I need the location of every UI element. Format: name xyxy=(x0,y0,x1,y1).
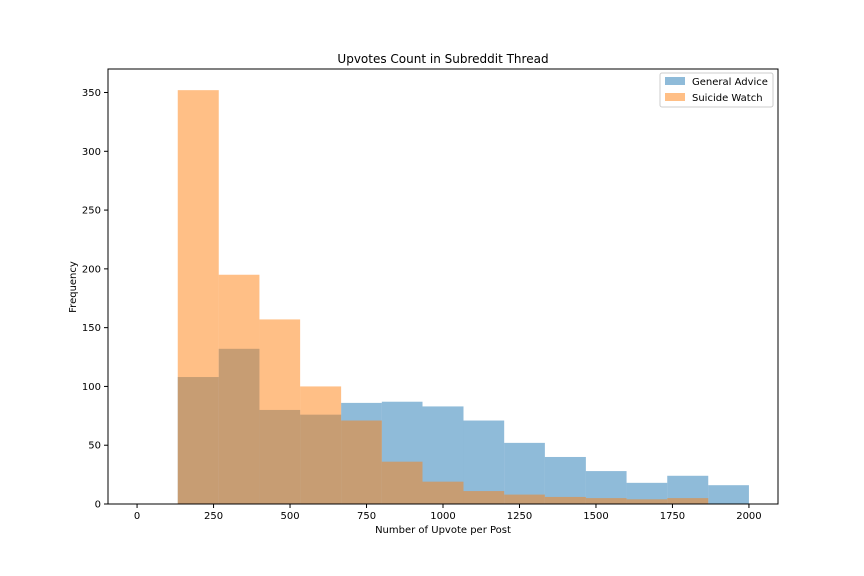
bars-layer xyxy=(177,90,749,504)
bar-suicide-watch-10 xyxy=(585,498,627,504)
bar-general-advice-13 xyxy=(708,485,749,504)
y-tick-label-0: 0 xyxy=(95,500,101,511)
bar-suicide-watch-12 xyxy=(667,498,709,504)
x-tick-label-250: 250 xyxy=(204,511,223,522)
bar-suicide-watch-3 xyxy=(300,386,342,504)
x-tick-label-1500: 1500 xyxy=(583,511,608,522)
bar-suicide-watch-6 xyxy=(422,481,464,504)
y-tick-label-50: 50 xyxy=(88,441,101,452)
legend-swatch-suicide-watch xyxy=(665,93,685,101)
bar-suicide-watch-8 xyxy=(504,494,545,504)
bar-suicide-watch-7 xyxy=(463,491,505,504)
bar-suicide-watch-5 xyxy=(381,461,423,504)
x-tick-label-1250: 1250 xyxy=(507,511,532,522)
bar-suicide-watch-2 xyxy=(259,319,301,504)
bar-general-advice-8 xyxy=(504,442,545,504)
legend-label-suicide-watch: Suicide Watch xyxy=(692,93,763,104)
legend-label-general-advice: General Advice xyxy=(692,77,768,88)
x-axis-label: Number of Upvote per Post xyxy=(375,525,511,536)
bar-suicide-watch-4 xyxy=(341,420,382,504)
x-tick-label-0: 0 xyxy=(134,511,140,522)
ticks-layer: 0 250 500 750 1000 1250 1500 1750 2000 0 50 100 150 2… xyxy=(82,88,762,522)
y-axis-label: Frequency xyxy=(68,261,79,313)
x-tick-label-500: 500 xyxy=(280,511,299,522)
bar-suicide-watch-0 xyxy=(177,90,219,504)
bar-general-advice-9 xyxy=(544,456,586,504)
y-tick-label-300: 300 xyxy=(82,147,101,158)
chart-title: Upvotes Count in Subreddit Thread xyxy=(337,52,548,66)
y-tick-label-100: 100 xyxy=(82,382,101,393)
y-tick-label-350: 350 xyxy=(82,88,101,99)
legend-box xyxy=(659,72,774,108)
y-tick-label-150: 150 xyxy=(82,323,101,334)
x-tick-label-1000: 1000 xyxy=(430,511,455,522)
x-tick-label-750: 750 xyxy=(357,511,376,522)
bar-general-advice-11 xyxy=(626,482,668,504)
legend: General Advice Suicide Watch xyxy=(659,72,774,108)
bar-suicide-watch-9 xyxy=(544,496,586,504)
x-tick-label-1750: 1750 xyxy=(660,511,685,522)
bar-general-advice-7 xyxy=(463,420,505,504)
bar-suicide-watch-1 xyxy=(218,274,260,504)
x-tick-label-2000: 2000 xyxy=(736,511,761,522)
y-tick-label-200: 200 xyxy=(82,264,101,275)
plot-frame xyxy=(107,68,779,505)
legend-swatch-general-advice xyxy=(665,77,685,85)
y-tick-label-250: 250 xyxy=(82,206,101,217)
bar-suicide-watch-11 xyxy=(626,499,668,504)
